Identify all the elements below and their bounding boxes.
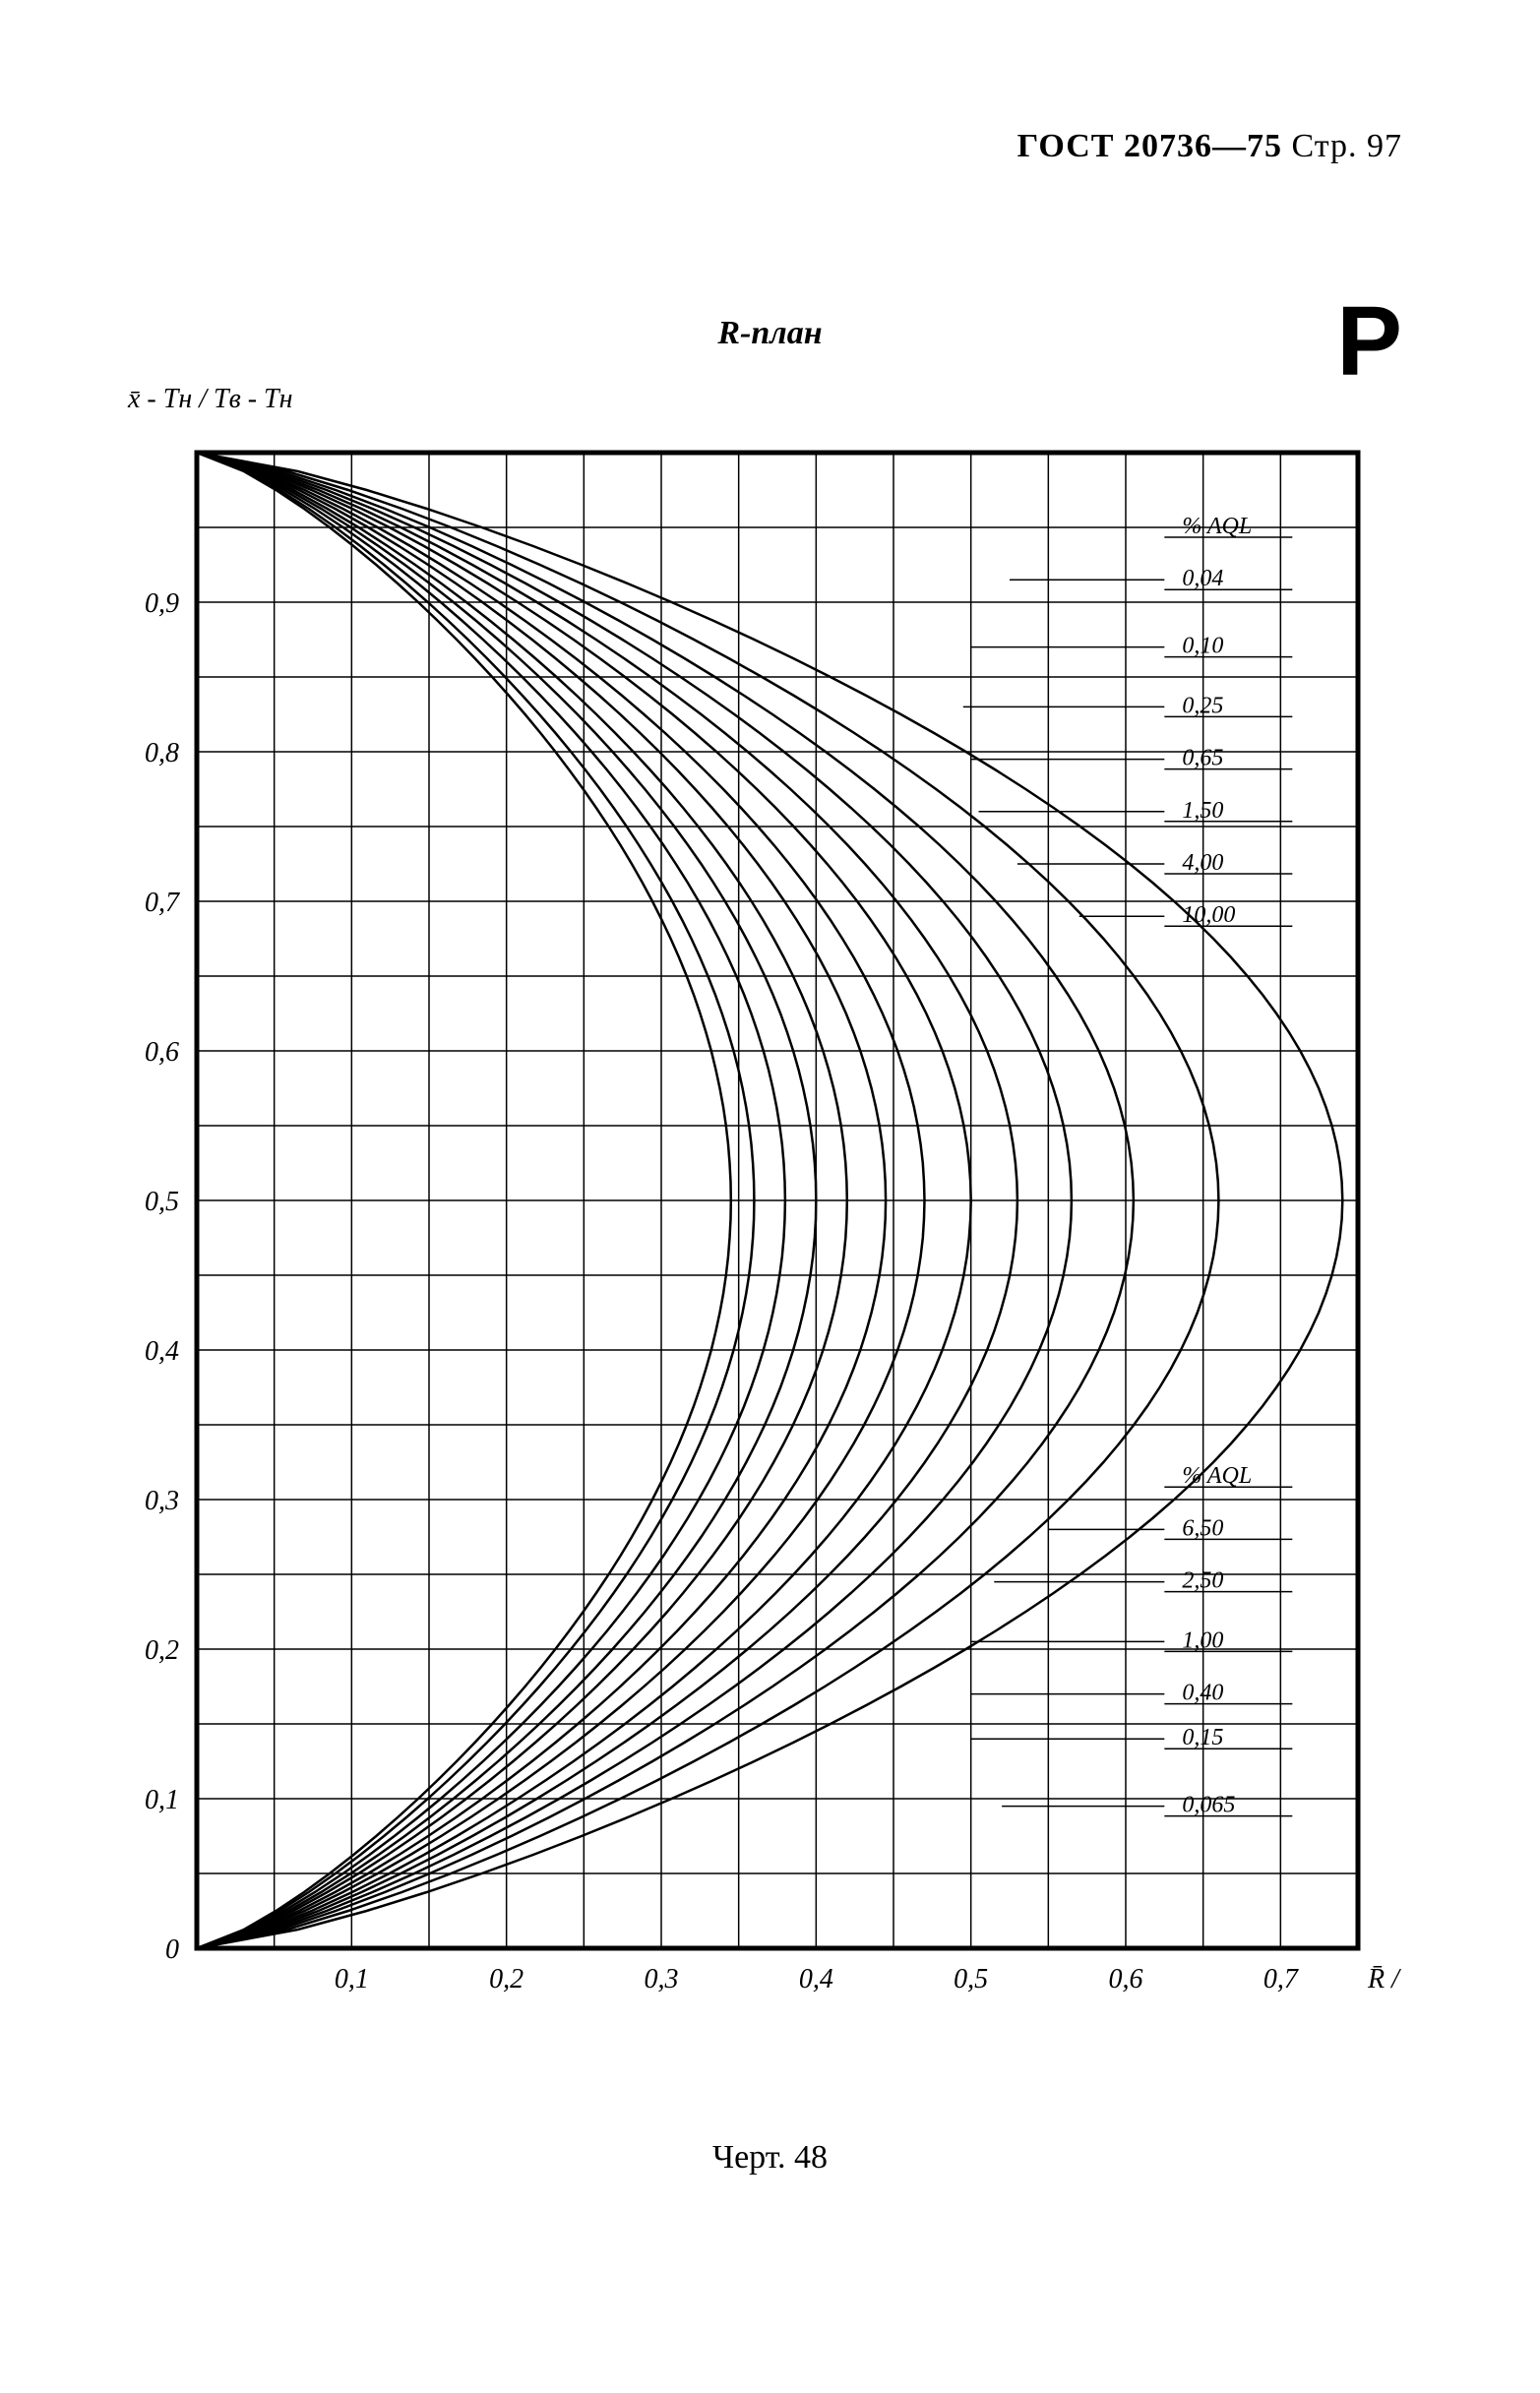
svg-text:0,2: 0,2 — [145, 1635, 179, 1666]
svg-text:0,4: 0,4 — [145, 1336, 179, 1367]
svg-text:0,65: 0,65 — [1182, 746, 1223, 771]
svg-text:10,00: 10,00 — [1182, 902, 1235, 928]
svg-text:0,25: 0,25 — [1182, 693, 1223, 718]
svg-text:1,50: 1,50 — [1182, 798, 1223, 824]
svg-text:6,50: 6,50 — [1182, 1515, 1223, 1541]
svg-text:0,3: 0,3 — [645, 1964, 679, 1994]
svg-text:2,50: 2,50 — [1182, 1568, 1223, 1594]
svg-text:0: 0 — [165, 1934, 179, 1965]
page-word: Стр. — [1291, 128, 1357, 164]
chart-svg: 0,1 0,2 0,3 0,4 0,5 0,6 0,7 0 0,1 0,2 0,3 0,4 0,5 0,6… — [138, 413, 1407, 2066]
svg-text:% AQL: % AQL — [1182, 514, 1252, 539]
svg-text:0,8: 0,8 — [145, 738, 179, 768]
svg-text:0,1: 0,1 — [145, 1785, 179, 1815]
svg-text:0,6: 0,6 — [145, 1037, 179, 1068]
svg-text:0,2: 0,2 — [489, 1964, 524, 1994]
svg-text:0,5: 0,5 — [954, 1964, 988, 1994]
svg-text:% AQL: % AQL — [1182, 1463, 1252, 1489]
svg-text:0,4: 0,4 — [799, 1964, 833, 1994]
svg-text:0,065: 0,065 — [1182, 1793, 1235, 1818]
svg-text:1,00: 1,00 — [1182, 1627, 1223, 1653]
svg-text:0,40: 0,40 — [1182, 1681, 1223, 1706]
svg-text:4,00: 4,00 — [1182, 850, 1223, 876]
svg-text:0,6: 0,6 — [1109, 1964, 1143, 1994]
doc-id: ГОСТ 20736—75 — [1017, 128, 1282, 164]
svg-text:0,15: 0,15 — [1182, 1725, 1223, 1750]
svg-text:0,7: 0,7 — [1263, 1964, 1299, 1994]
svg-text:0,9: 0,9 — [145, 588, 179, 619]
svg-text:R̄ / Tв - Tн: R̄ / Tв - Tн — [1367, 1964, 1407, 1994]
chart-subtitle: R-план — [0, 315, 1540, 352]
svg-text:0,7: 0,7 — [145, 888, 180, 918]
svg-text:0,5: 0,5 — [145, 1187, 179, 1217]
doc-header: ГОСТ 20736—75 Стр. 97 — [1017, 128, 1402, 165]
figure-caption: Черт. 48 — [0, 2139, 1540, 2177]
svg-text:0,04: 0,04 — [1182, 566, 1223, 591]
y-axis-title: x̄ - Tн / Tв - Tн — [128, 384, 293, 415]
svg-text:0,3: 0,3 — [145, 1486, 179, 1516]
svg-text:0,10: 0,10 — [1182, 634, 1223, 659]
nomogram-chart: x̄ - Tн / Tв - Tн 0,10,20,30,40,50,60,70… — [138, 413, 1407, 2066]
svg-text:0,1: 0,1 — [335, 1964, 369, 1994]
page-num: 97 — [1367, 128, 1402, 164]
